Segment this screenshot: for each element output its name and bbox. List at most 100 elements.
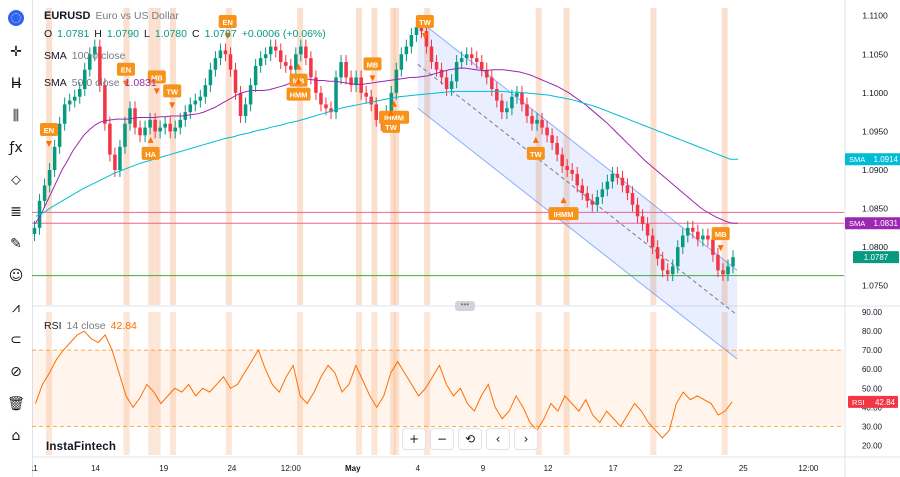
candle-body [645,224,650,236]
scroll-right-button[interactable]: › [514,428,538,450]
candle-body [354,77,358,86]
ohlc-legend-title: EURUSD Euro vs US Dollar [44,10,179,22]
lock-icon[interactable]: ⌂ [11,428,21,444]
trash-icon[interactable]: 🗑 [7,396,25,412]
candle-body [630,193,635,205]
candle-body [118,146,122,170]
candle-body [248,85,253,105]
rsi-tick-label: 20.00 [862,441,883,450]
candle-body [258,58,263,66]
signal-column [371,8,378,305]
signal-label-text: TW [419,18,432,27]
last-price-value: 1.0787 [864,253,889,262]
signal-arrow [717,245,724,252]
fib-icon[interactable]: ≣ [10,204,22,220]
candle-body [605,181,610,190]
crosshair-icon[interactable]: ✛ [10,44,22,60]
candle-body [128,108,132,124]
pattern-icon[interactable]: ⩘ [12,300,20,316]
candles-icon[interactable]: ⫼ [12,108,20,124]
scroll-left-button[interactable]: ‹ [486,428,510,450]
sma100-legend[interactable]: SMA 100 0 close [44,50,125,62]
magnet-icon[interactable]: ⊂ [10,332,22,348]
signal-column [390,8,397,305]
symbol-description: Euro vs US Dollar [95,10,179,22]
price-tick-label: 1.0950 [862,126,888,136]
rsi-signal-column [46,312,53,455]
channel-lower-line [417,107,738,360]
signal-label-box [526,146,545,160]
candle-body [284,62,288,66]
signal-arrow [45,141,52,147]
candle-body [620,177,625,186]
chart-canvas[interactable]: ENENHAMBTWENMBHMMMBIHMMTWTWTWIHMMMB1.110… [32,0,900,477]
rsi-signal-column [393,312,400,455]
candle-body [324,104,328,109]
time-tick-label: 25 [739,464,748,473]
candle-body [650,235,655,248]
rsi-badge-label: RSI [852,398,865,407]
candle-body [273,46,278,51]
pane-resize-handle[interactable]: ••• [455,301,475,311]
candle-body [42,185,47,201]
candle-body [625,185,630,194]
low-label: L [144,28,150,40]
candle-body [580,185,585,194]
candle-body [454,62,459,82]
signal-column [393,8,400,305]
rsi-signal-column [355,312,362,455]
brush-icon[interactable]: ✎ [10,236,22,252]
signal-label-box [147,70,166,84]
candle-body [309,58,313,78]
fx-icon[interactable]: ƒx [9,140,23,156]
candle-body [555,143,559,155]
signal-label-text: TW [530,150,543,159]
price-tick-label: 1.0750 [862,281,888,291]
candle-body [148,119,152,128]
high-value: 1.0790 [106,28,140,40]
signal-arrow [560,197,567,204]
rsi-legend[interactable]: RSI 14 close 42.84 [44,320,137,332]
candle-body [570,170,574,174]
open-value: 1.0781 [57,28,90,40]
candle-body [505,108,509,113]
rsi-signal-column [650,312,657,455]
candle-body [243,104,248,116]
candle-body [540,119,544,128]
candle-body [681,235,685,248]
zoom-out-button[interactable]: − [430,428,454,450]
emoji-icon[interactable]: ☺ [8,268,24,284]
sma50-legend[interactable]: SMA 50 0 close 1.0831 [44,77,157,89]
candle-body [93,46,97,55]
candle-body [595,197,600,205]
brand-logo: InstaFintech [46,441,117,453]
candle-body [474,58,479,62]
candle-body [560,154,564,167]
signal-arrow [295,77,302,84]
candle-body [163,123,167,128]
candle-body [550,135,554,143]
candle-body [364,92,368,97]
time-tick-label: May [345,464,361,473]
time-tick-label: 14 [91,464,100,473]
candle-body [153,119,157,132]
shapes-icon[interactable]: ⬦ [11,172,21,188]
symbol-name[interactable]: EURUSD [44,10,91,22]
candle-body [635,204,640,217]
signal-arrow [122,80,129,87]
signal-label-box [286,87,311,101]
eye-off-icon[interactable]: ⊘ [10,364,22,380]
price-tick-label: 1.1100 [862,11,888,21]
candle-body [77,89,82,97]
zoom-in-button[interactable]: + [402,428,426,450]
reset-chart-button[interactable]: ⟲ [458,428,482,450]
rsi-tick-label: 60.00 [862,365,883,374]
candle-body [369,96,373,105]
trend-line-icon[interactable]: H̶ [10,76,22,92]
price-badge-value: 1.0914 [874,155,899,164]
eurusd-flag-icon[interactable] [8,10,24,26]
candle-body [228,54,233,70]
sma50-label: SMA [44,77,67,89]
time-tick-label: 4 [416,464,421,473]
candle-body [404,46,409,55]
